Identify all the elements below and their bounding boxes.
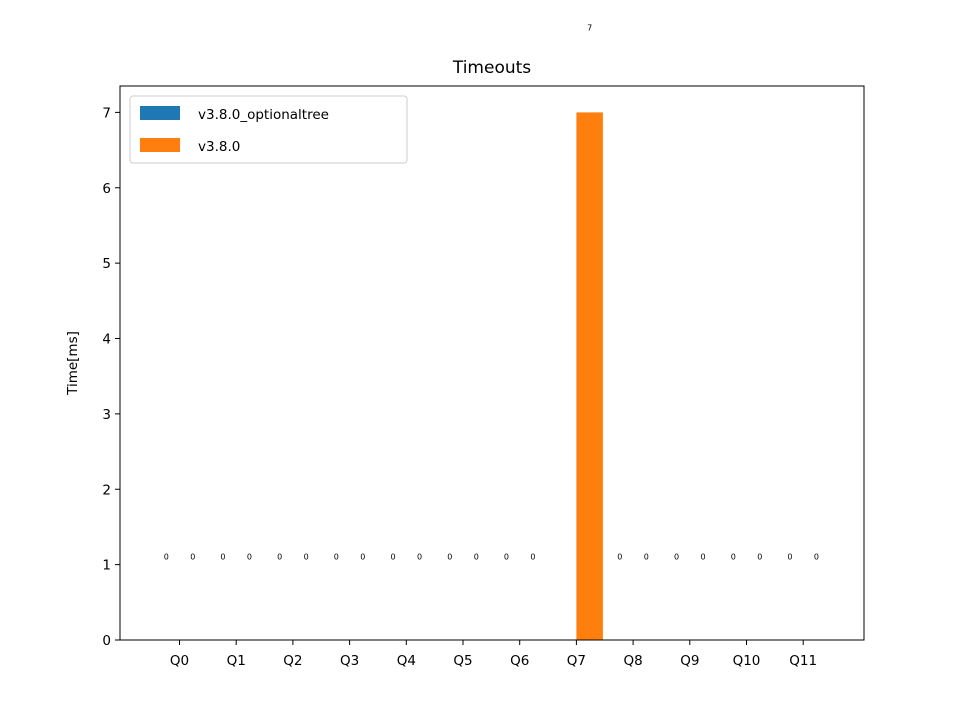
- x-tick-label-Q2: Q2: [283, 653, 302, 669]
- x-tick-label-Q3: Q3: [340, 653, 359, 669]
- bar-value-label: 0: [617, 553, 622, 562]
- x-tick-label-Q6: Q6: [510, 653, 529, 669]
- bar-value-label: 0: [247, 553, 252, 562]
- bar-value-label: 0: [731, 553, 736, 562]
- bar-value-label: 0: [447, 553, 452, 562]
- y-tick-label: 5: [102, 256, 111, 272]
- y-tick-label: 1: [102, 558, 111, 574]
- bar-value-label: 0: [757, 553, 762, 562]
- bar-value-label: 7: [587, 23, 592, 32]
- bar-value-label: 0: [530, 553, 535, 562]
- y-tick-label: 7: [102, 105, 111, 121]
- x-tick-label-Q10: Q10: [733, 653, 761, 669]
- x-axis: Q0 Q1 Q2 Q3 Q4 Q5 Q6 Q7 Q8 Q9 Q10 Q11: [170, 640, 817, 669]
- bars-layer: [576, 112, 603, 640]
- legend-box: [129, 95, 408, 164]
- plot-area-frame: [119, 85, 865, 641]
- y-axis: 0 1 2 3 4 5 6 7: [102, 105, 120, 649]
- x-tick-label-Q11: Q11: [789, 653, 817, 669]
- bar-value-label: 0: [220, 553, 225, 562]
- bar-value-label: 0: [360, 553, 365, 562]
- y-tick-label: 2: [102, 482, 111, 498]
- bar-value-label: 0: [814, 553, 819, 562]
- bar-value-label: 0: [701, 553, 706, 562]
- legend-entry-label: v3.8.0: [198, 139, 240, 155]
- x-tick-label-Q1: Q1: [227, 653, 246, 669]
- bar-labels-layer: 0 0 0 0 0 0 0 0 0 0 0 0 0 0 0 0 0 0 7 0 0 0 0: [164, 23, 819, 561]
- bar-value-label: 0: [190, 553, 195, 562]
- x-tick-label-Q5: Q5: [453, 653, 472, 669]
- bar-value-label: 0: [277, 553, 282, 562]
- legend-swatch: [140, 106, 180, 120]
- x-tick-label-Q7: Q7: [567, 653, 586, 669]
- bar-v380-Q7: [576, 112, 603, 640]
- bar-value-label: 0: [391, 553, 396, 562]
- bar-value-label: 0: [164, 553, 169, 562]
- bar-value-label: 0: [787, 553, 792, 562]
- y-tick-label: 3: [102, 407, 111, 423]
- bar-value-label: 0: [504, 553, 509, 562]
- bar-value-label: 0: [644, 553, 649, 562]
- bar-value-label: 0: [334, 553, 339, 562]
- bar-value-label: 0: [474, 553, 479, 562]
- bar-value-label: 0: [674, 553, 679, 562]
- chart-title: Timeouts: [452, 58, 531, 78]
- legend-swatch: [140, 138, 180, 152]
- y-tick-label: 4: [102, 332, 111, 348]
- x-tick-label-Q8: Q8: [623, 653, 642, 669]
- x-tick-label-Q9: Q9: [680, 653, 699, 669]
- x-tick-label-Q0: Q0: [170, 653, 189, 669]
- x-tick-label-Q4: Q4: [397, 653, 416, 669]
- bar-value-label: 0: [417, 553, 422, 562]
- legend: v3.8.0_optionaltree v3.8.0: [129, 95, 408, 164]
- y-axis-label: Time[ms]: [65, 331, 81, 396]
- y-tick-label: 6: [102, 181, 111, 197]
- legend-entry-label: v3.8.0_optionaltree: [198, 107, 329, 123]
- y-tick-label: 0: [102, 633, 111, 649]
- bar-value-label: 0: [304, 553, 309, 562]
